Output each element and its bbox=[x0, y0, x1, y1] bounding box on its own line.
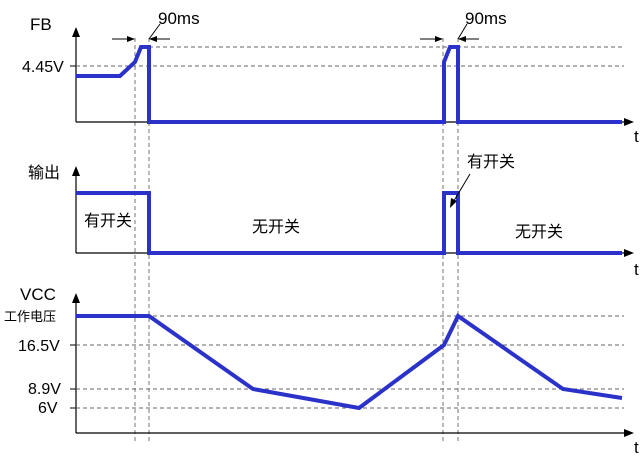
output-callout-arrow-icon bbox=[450, 198, 457, 208]
vcc-tick-6v: 6V bbox=[38, 400, 58, 417]
fb-waveform bbox=[76, 45, 622, 124]
vcc-panel: VCC t 工作电压 16.5V 8.9V 6V bbox=[4, 285, 639, 456]
vcc-tick-8-9v: 8.9V bbox=[28, 381, 61, 398]
output-waveform bbox=[76, 191, 622, 255]
output-label-no-switching-1: 无开关 bbox=[252, 217, 300, 236]
fb-y-axis-arrow-icon bbox=[72, 27, 80, 37]
vcc-waveform bbox=[76, 313, 623, 411]
fb-tick-4-45v: 4.45V bbox=[22, 59, 64, 76]
vcc-tick-16-5v: 16.5V bbox=[18, 338, 60, 355]
vcc-y-axis-arrow-icon bbox=[72, 293, 80, 303]
output-callout-line bbox=[451, 173, 471, 205]
vcc-y-label: VCC bbox=[20, 285, 56, 304]
output-x-axis-arrow-icon bbox=[624, 249, 634, 257]
output-label-switching-1: 有开关 bbox=[84, 211, 132, 230]
output-label-no-switching-2: 无开关 bbox=[515, 222, 563, 241]
vcc-tick-work-voltage: 工作电压 bbox=[4, 310, 56, 325]
fb-pulse-width-label-1: 90ms bbox=[158, 9, 200, 28]
fb-y-label: FB bbox=[30, 15, 52, 34]
fb-pulse-width-marker-1: 90ms bbox=[112, 9, 200, 42]
fb-pulse-width-label-2: 90ms bbox=[465, 9, 507, 28]
output-panel: 输出 t 有开关 无开关 有开关 无开关 bbox=[28, 152, 639, 279]
vcc-x-axis-arrow-icon bbox=[624, 429, 634, 437]
vcc-t-label: t bbox=[634, 438, 639, 456]
fb-pulse-width-marker-2: 90ms bbox=[420, 9, 507, 42]
output-y-label: 输出 bbox=[28, 163, 60, 182]
vertical-guides bbox=[134, 38, 459, 442]
fb-x-axis-arrow-icon bbox=[624, 118, 634, 126]
output-t-label: t bbox=[634, 260, 639, 279]
fb-t-label: t bbox=[634, 127, 639, 146]
output-label-switching-2: 有开关 bbox=[467, 152, 515, 171]
output-y-axis-arrow-icon bbox=[72, 166, 80, 176]
fb-panel: FB t 4.45V 90ms 90ms bbox=[22, 9, 639, 146]
